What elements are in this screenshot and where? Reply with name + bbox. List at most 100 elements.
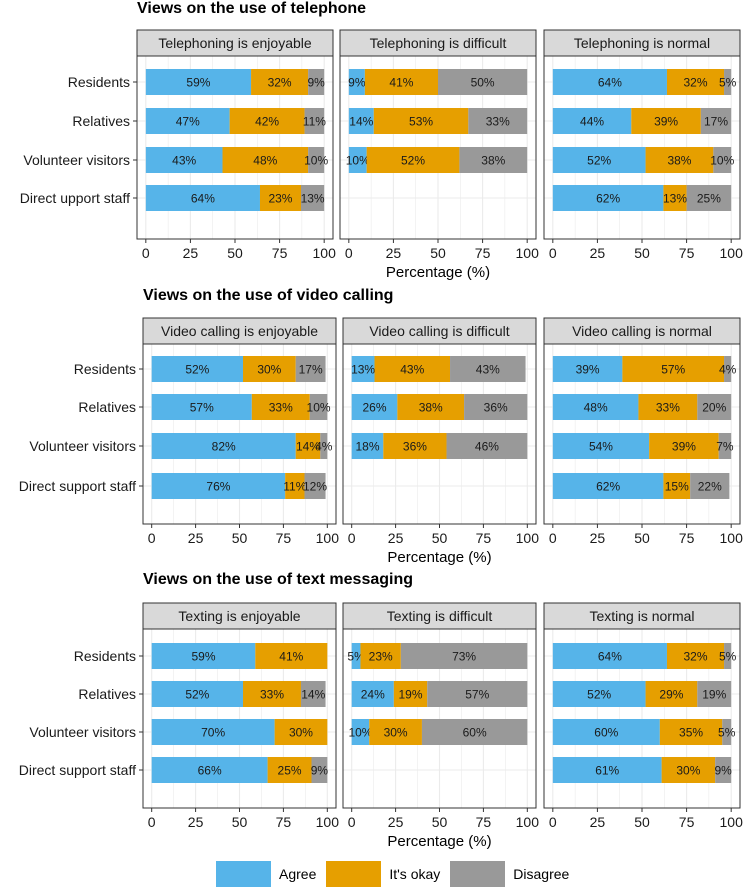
bar-label-disagree: 11% [303,115,326,129]
x-tick-label: 75 [475,245,491,261]
bar-agree [151,433,296,459]
bar-agree [552,185,664,211]
bar-disagree [724,643,732,669]
bar-okay [666,69,725,95]
panel-title: Texting is normal [589,608,694,624]
panel-telephoning-is-enjoyable: Telephoning is enjoyable 59% 32% 9% 47% 42% 11… [136,29,336,261]
bar-label-disagree: 4% [719,363,737,377]
bar-label-agree: 14% [349,115,373,129]
bar-agree [348,69,365,95]
x-tick-label: 50 [634,814,650,830]
bar-label-agree: 10% [346,154,370,168]
bar-disagree [724,356,732,382]
bar-label-agree: 70% [201,726,225,740]
bar-okay [364,69,438,95]
bar-okay [267,757,312,783]
bar-label-disagree: 9% [311,764,329,778]
x-tick-label: 25 [183,245,199,261]
x-tick-label: 25 [188,530,204,546]
bar-disagree [295,356,326,382]
bar-disagree [697,394,732,420]
y-label-residents: Residents [68,74,130,90]
bar-agree [145,147,223,173]
bar-disagree [718,433,732,459]
bar-label-agree: 64% [191,192,215,206]
bar-okay [645,147,714,173]
bar-disagree [320,433,328,459]
bar-disagree [300,681,326,707]
bar-label-okay: 52% [401,154,425,168]
x-tick-label: 25 [590,814,606,830]
panel-title: Telephoning is difficult [370,35,507,51]
bar-label-disagree: 38% [481,154,505,168]
bar-label-agree: 47% [176,115,200,129]
bar-okay [251,69,309,95]
bar-label-agree: 24% [361,688,385,702]
bar-label-okay: 33% [260,688,284,702]
bar-agree [552,69,667,95]
x-tick-label: 100 [316,814,340,830]
bar-label-disagree: 17% [704,115,728,129]
bar-label-disagree: 20% [702,401,726,415]
bar-label-disagree: 33% [486,115,510,129]
panel-strip [339,29,537,57]
bar-label-agree: 48% [584,401,608,415]
x-tick-label: 75 [276,530,292,546]
bar-label-okay: 32% [683,650,707,664]
bar-label-agree: 52% [587,154,611,168]
bar-label-agree: 64% [598,650,622,664]
x-tick-label: 0 [148,814,156,830]
x-tick-label: 75 [679,530,695,546]
panel-strip [136,29,334,57]
bar-agree [552,394,639,420]
x-tick-label: 75 [476,530,492,546]
bar-agree [351,719,370,745]
bar-label-disagree: 60% [463,726,487,740]
bar-label-agree: 64% [598,76,622,90]
y-label-volunteer-visitors: Volunteer visitors [29,724,136,740]
bar-agree [552,356,623,382]
bar-disagree [713,147,732,173]
chart-telephone: Residents Relatives Volunteer visitors Dire… [20,29,743,281]
bar-agree [151,719,275,745]
y-label-direct-support-staff: Direct support staff [19,762,136,778]
panel-title: Texting is enjoyable [178,608,300,624]
bar-label-okay: 36% [403,440,427,454]
x-tick-label: 0 [142,245,150,261]
bar-disagree [450,356,526,382]
bar-label-okay: 39% [672,440,696,454]
bar-agree [151,473,286,499]
x-tick-label: 0 [549,530,557,546]
bar-label-agree: 26% [363,401,387,415]
bar-agree [151,681,244,707]
panel-telephoning-is-difficult: Telephoning is difficult 9% 41% 50% 14% 53% 33… [339,29,539,261]
bar-label-agree: 62% [596,480,620,494]
x-tick-label: 75 [276,814,292,830]
bar-disagree [421,719,528,745]
bar-okay [661,757,716,783]
bar-label-disagree: 13% [301,192,325,206]
bar-label-disagree: 14% [301,688,325,702]
bar-okay [397,394,465,420]
x-tick-label: 0 [348,814,356,830]
bar-label-disagree: 5% [719,76,737,90]
bar-disagree [427,681,528,707]
bar-okay [631,108,701,134]
x-tick-label: 25 [590,245,606,261]
y-label-volunteer-visitors: Volunteer visitors [29,438,136,454]
bar-label-okay: 15% [665,480,689,494]
bar-disagree [311,757,328,783]
bar-agree [151,757,268,783]
bar-okay [229,108,305,134]
panel-title: Video calling is enjoyable [161,323,318,339]
panel-texting-is-enjoyable: Texting is enjoyable 59% 41% 52% 33% 14% 70% 30… [142,602,340,830]
bar-label-disagree: 57% [465,688,489,702]
bar-label-disagree: 5% [718,726,736,740]
panel-strip [543,602,741,630]
bar-okay [243,356,296,382]
bar-label-agree: 61% [595,764,619,778]
bar-label-okay: 14% [296,440,320,454]
bar-label-disagree: 17% [299,363,323,377]
bar-agree [351,681,394,707]
x-axis-title: Percentage (%) [387,549,491,566]
